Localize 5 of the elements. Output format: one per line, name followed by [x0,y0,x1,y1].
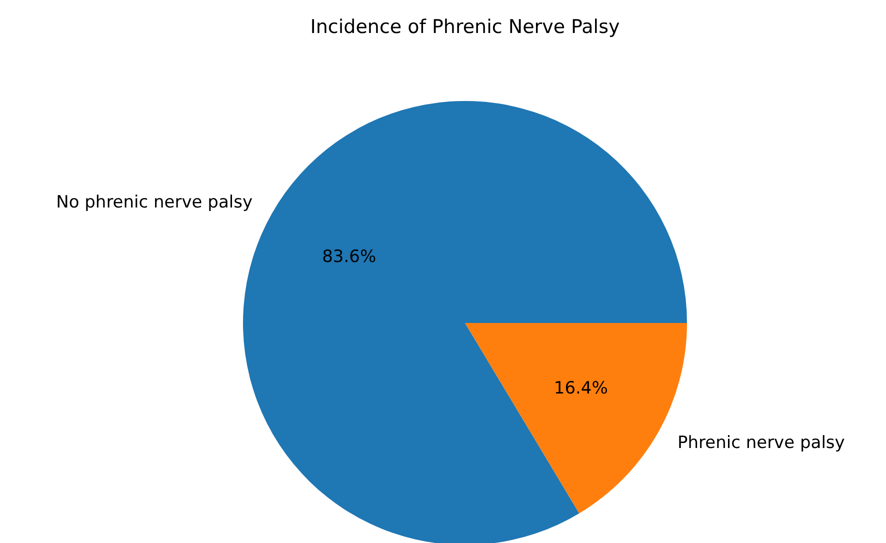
data-label: 83.6% [322,247,376,268]
data-label: 16.4% [554,378,608,398]
chart-title: Incidence of Phrenic Nerve Palsy [310,16,620,38]
slice-label: Phrenic nerve palsy [678,432,845,453]
slice-label: No phrenic nerve palsy [56,192,252,212]
